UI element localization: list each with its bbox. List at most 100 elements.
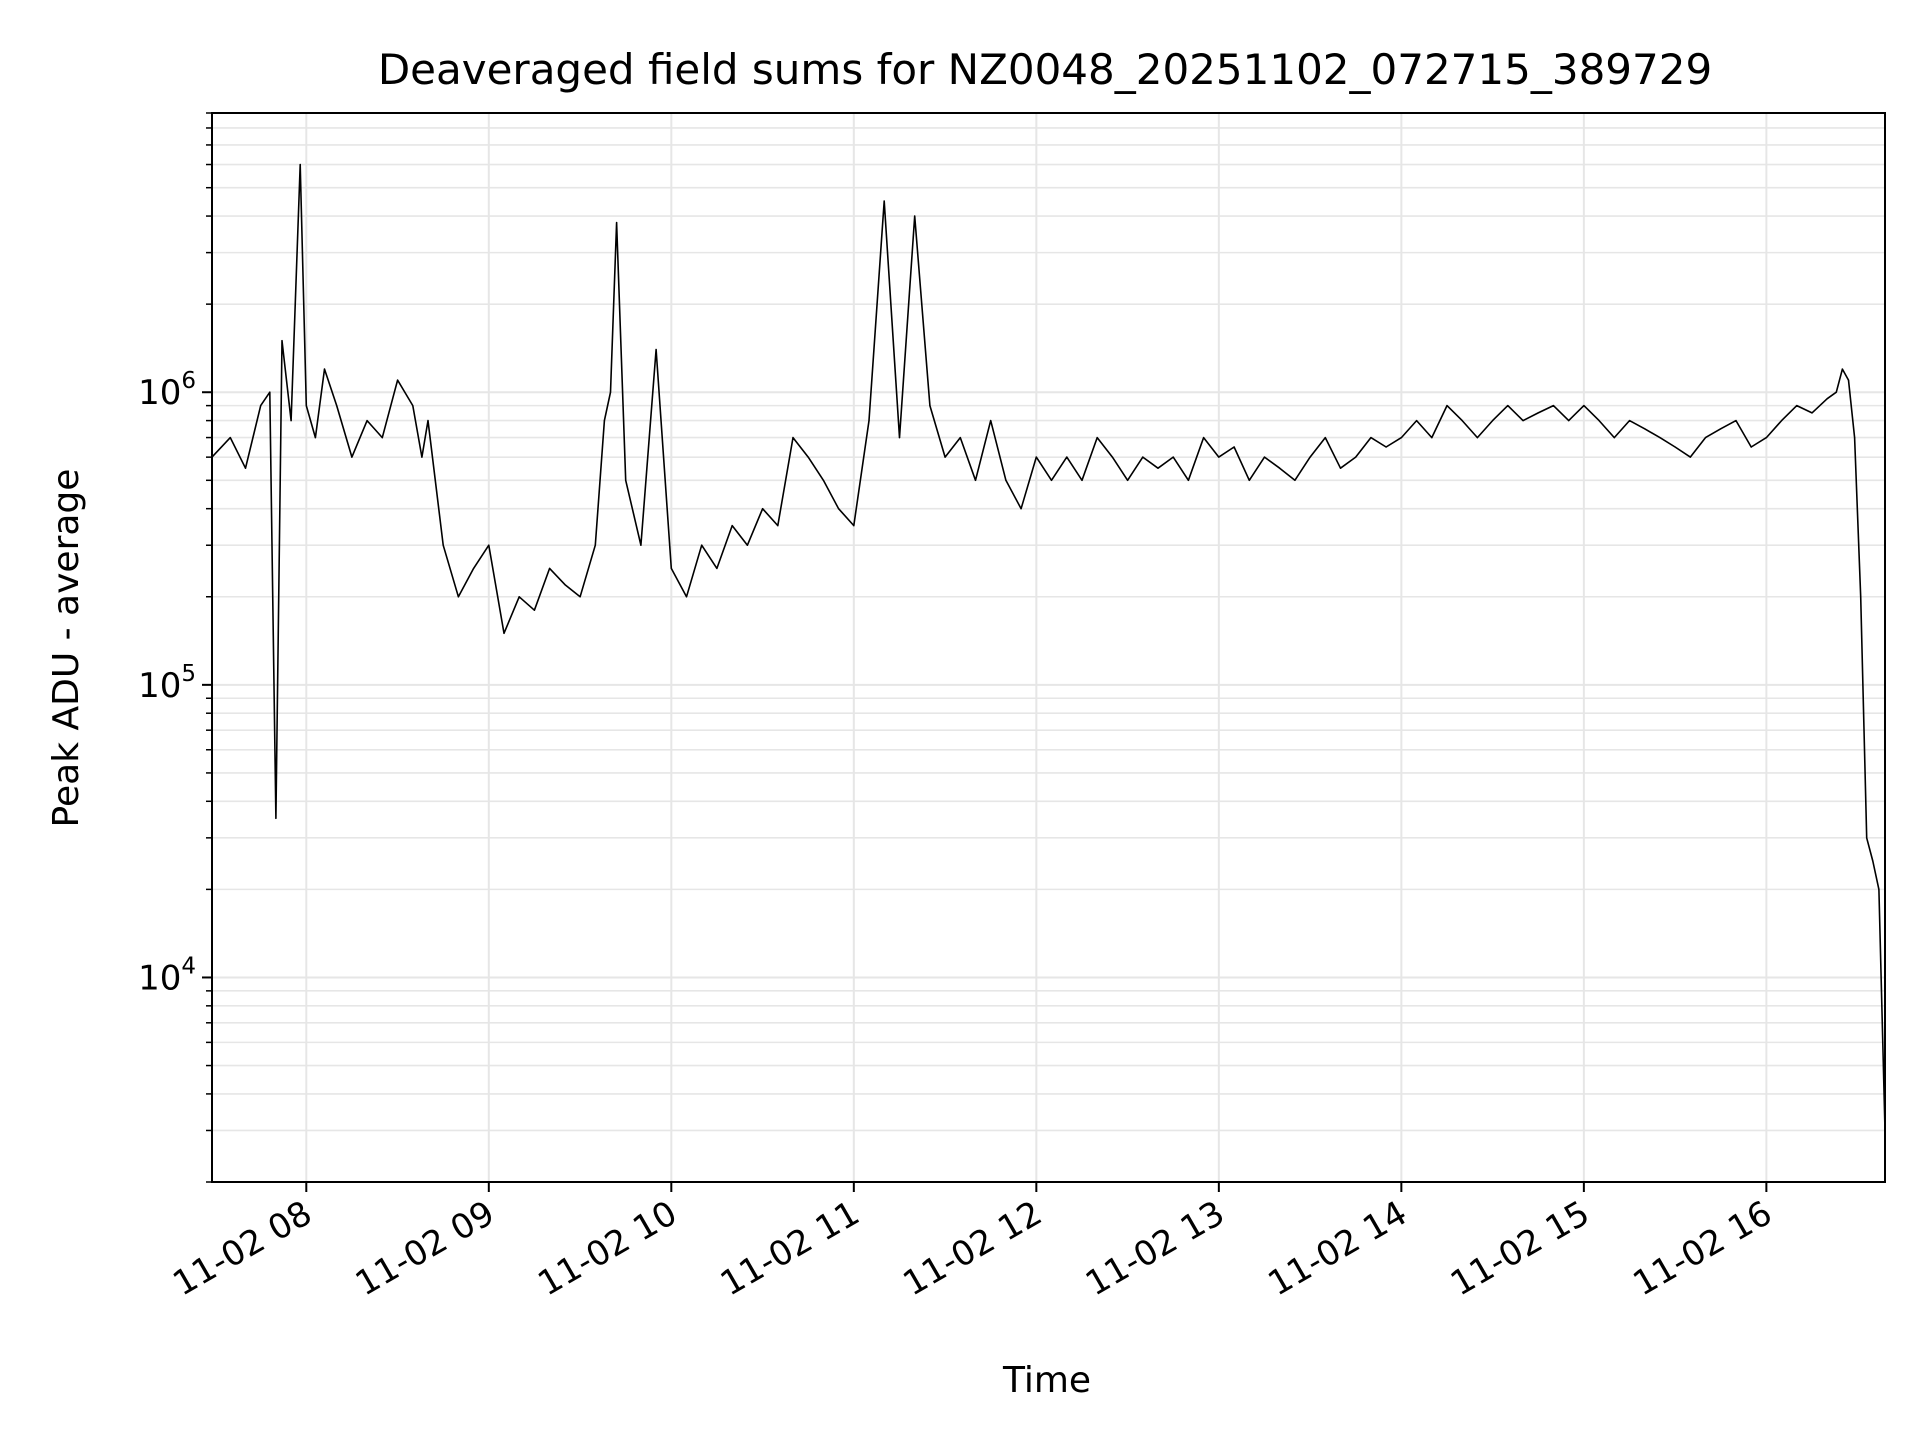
data-point <box>488 544 490 546</box>
data-point <box>244 467 247 469</box>
data-point <box>290 420 292 422</box>
data-point <box>1203 437 1205 439</box>
data-point <box>1248 479 1250 481</box>
data-point <box>299 163 301 166</box>
data-point <box>381 437 383 439</box>
data-point <box>609 391 612 393</box>
data-point <box>1157 467 1159 469</box>
data-point <box>1294 479 1296 481</box>
data-point <box>1416 420 1418 422</box>
data-point <box>1568 420 1570 422</box>
data-point <box>1659 437 1661 439</box>
data-point <box>731 525 733 527</box>
data-point <box>1796 405 1798 407</box>
data-point <box>1537 412 1539 414</box>
data-point <box>305 405 307 407</box>
y-axis-label: Peak ADU - average <box>46 469 87 828</box>
data-point <box>427 420 429 422</box>
data-point <box>1872 860 1874 862</box>
data-point <box>518 596 520 598</box>
data-point <box>594 544 596 546</box>
y-axis: 104 105 106 <box>138 112 212 1183</box>
data-point <box>670 567 672 570</box>
data-point <box>1005 479 1007 481</box>
data-point <box>1704 437 1707 439</box>
data-point <box>336 405 338 407</box>
data-point <box>1096 437 1098 439</box>
data-point <box>1674 446 1676 448</box>
data-point <box>1279 467 1281 469</box>
data-point <box>1781 420 1783 422</box>
data-point <box>503 632 505 634</box>
data-point <box>603 420 606 422</box>
data-point <box>746 544 749 546</box>
data-point <box>473 567 475 570</box>
data-point <box>1854 437 1856 439</box>
data-point <box>883 200 885 202</box>
data-point <box>1847 379 1850 381</box>
data-point <box>1476 437 1478 439</box>
data-point <box>1431 437 1433 439</box>
data-point <box>1461 420 1463 422</box>
data-point <box>533 609 536 611</box>
data-point <box>616 222 618 224</box>
data-point <box>1187 479 1189 481</box>
data-point <box>944 456 946 458</box>
data-point <box>1689 456 1691 458</box>
data-point <box>351 456 353 458</box>
data-point <box>314 437 316 439</box>
data-point <box>1020 508 1022 510</box>
data-point <box>655 348 657 351</box>
data-point <box>1866 837 1868 839</box>
data-point <box>1050 479 1053 481</box>
data-point <box>1142 456 1144 458</box>
data-point <box>1750 446 1752 448</box>
y-tick-label: 106 <box>138 368 196 413</box>
data-point <box>1355 456 1357 458</box>
data-point <box>1644 428 1646 430</box>
data-point <box>1385 446 1387 448</box>
data-point <box>898 437 901 439</box>
data-point <box>1400 437 1402 439</box>
data-point <box>1066 456 1068 458</box>
data-point <box>260 405 262 407</box>
data-point <box>838 508 840 510</box>
data-point <box>1492 420 1494 422</box>
data-point <box>421 456 423 458</box>
data-point <box>412 405 414 407</box>
data-point <box>323 368 326 370</box>
data-point <box>1860 596 1862 598</box>
data-point <box>1613 437 1615 439</box>
data-point <box>959 437 961 439</box>
data-point <box>807 456 809 458</box>
data-point <box>1263 456 1266 458</box>
data-point <box>1628 420 1631 422</box>
data-point <box>625 479 627 481</box>
data-point <box>1446 405 1448 407</box>
data-point <box>1841 368 1843 370</box>
y-tick-label: 105 <box>138 661 196 706</box>
data-point <box>1720 428 1722 430</box>
plot-frame <box>211 112 1886 1183</box>
data-point <box>853 525 855 527</box>
data-point <box>269 391 271 393</box>
data-point <box>777 525 779 527</box>
data-point <box>1507 405 1509 407</box>
data-point <box>442 544 444 546</box>
data-point <box>1835 391 1837 393</box>
data-point <box>1035 456 1037 458</box>
data-point <box>229 437 231 439</box>
data-point <box>1765 437 1767 439</box>
data-point <box>990 420 992 422</box>
data-point <box>1339 467 1342 469</box>
data-point <box>1111 456 1113 458</box>
data-point <box>1583 405 1585 407</box>
data-point <box>716 567 718 570</box>
data-point <box>275 817 277 819</box>
data-point <box>1324 437 1326 439</box>
data-point <box>1826 398 1828 400</box>
data-point <box>1598 420 1600 422</box>
data-point <box>366 420 368 422</box>
data-point <box>1127 479 1129 481</box>
